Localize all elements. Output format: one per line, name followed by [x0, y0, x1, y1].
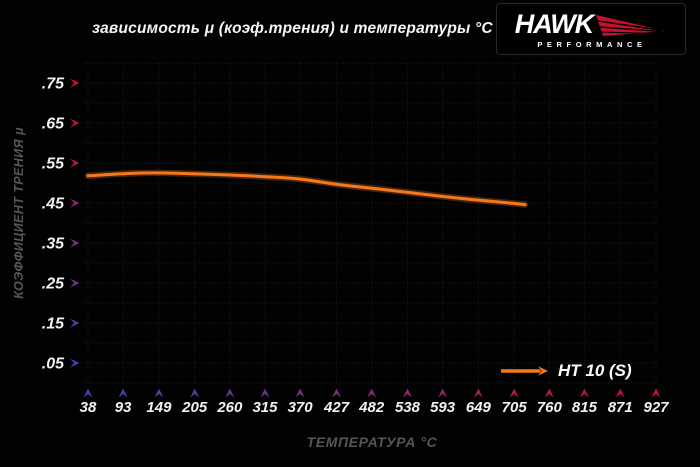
- x-tick-label: 260: [216, 399, 243, 416]
- legend-line-icon: [501, 366, 548, 376]
- x-tick-label: 649: [466, 399, 492, 416]
- y-tick-label: .55: [42, 156, 65, 173]
- y-tick-arrow-icon: [70, 158, 80, 168]
- x-tick-label: 315: [252, 399, 278, 416]
- x-tick-arrow-icon: [225, 388, 235, 398]
- x-tick-arrow-icon: [615, 388, 625, 398]
- x-tick-label: 93: [115, 399, 132, 416]
- x-tick-label: 871: [608, 399, 633, 416]
- x-tick-arrow-icon: [509, 388, 519, 398]
- x-tick-label: 593: [430, 399, 456, 416]
- x-tick-arrow-icon: [544, 388, 554, 398]
- x-tick-label: 927: [643, 399, 669, 416]
- x-tick-arrow-icon: [332, 388, 342, 398]
- y-tick-arrow-icon: [70, 118, 80, 128]
- x-tick-label: 370: [288, 399, 314, 416]
- x-tick-label: 205: [181, 399, 208, 416]
- y-tick-arrow-icon: [70, 278, 80, 288]
- y-tick-arrow-icon: [70, 78, 80, 88]
- x-tick-label: 482: [358, 399, 385, 416]
- y-tick-arrow-icon: [70, 198, 80, 208]
- y-tick-label: .15: [42, 316, 65, 333]
- series-line-glow: [84, 169, 529, 208]
- x-tick-arrow-icon: [260, 388, 270, 398]
- x-tick-arrow-icon: [154, 388, 164, 398]
- hawk-logo: HAWK PERFORMANCE: [496, 3, 686, 55]
- y-tick-label: .35: [42, 236, 65, 253]
- x-axis-title: ТЕМПЕРАТУРА °C: [306, 434, 438, 450]
- x-tick-arrow-icon: [367, 388, 377, 398]
- logo-tagline: PERFORMANCE: [537, 40, 647, 49]
- x-tick-arrow-icon: [83, 388, 93, 398]
- x-tick-arrow-icon: [473, 388, 483, 398]
- y-tick-label: .45: [42, 196, 65, 213]
- x-tick-arrow-icon: [190, 388, 200, 398]
- legend-label: HT 10 (S): [558, 361, 632, 380]
- x-tick-arrow-icon: [295, 388, 305, 398]
- x-tick-label: 538: [395, 399, 421, 416]
- hawk-wing-icon: [596, 14, 666, 36]
- y-tick-label: .65: [42, 116, 65, 133]
- y-tick-label: .25: [42, 276, 65, 293]
- logo-brand-text: HAWK: [514, 9, 594, 39]
- x-tick-label: 705: [502, 399, 528, 416]
- x-tick-label: 815: [572, 399, 598, 416]
- x-tick-arrow-icon: [118, 388, 128, 398]
- series-line: [86, 171, 527, 207]
- x-tick-arrow-icon: [651, 388, 661, 398]
- x-tick-label: 760: [537, 399, 563, 416]
- x-tick-label: 38: [80, 399, 97, 416]
- x-tick-label: 427: [323, 399, 350, 416]
- legend: HT 10 (S): [501, 361, 632, 381]
- logo-row: HAWK: [515, 11, 668, 38]
- x-tick-label: 149: [146, 399, 172, 416]
- y-tick-arrow-icon: [70, 318, 80, 328]
- y-tick-label: .75: [42, 76, 65, 93]
- y-tick-arrow-icon: [70, 358, 80, 368]
- x-tick-arrow-icon: [402, 388, 412, 398]
- chart-title: зависимость μ (коэф.трения) и температур…: [92, 20, 493, 37]
- y-tick-arrow-icon: [70, 238, 80, 248]
- y-tick-label: .05: [42, 356, 65, 373]
- x-tick-arrow-icon: [438, 388, 448, 398]
- x-tick-arrow-icon: [579, 388, 589, 398]
